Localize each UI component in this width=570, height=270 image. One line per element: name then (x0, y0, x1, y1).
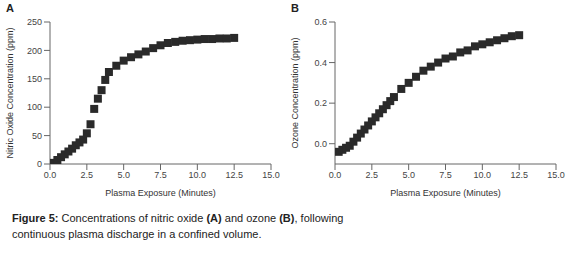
svg-text:Plasma Exposure (Minutes): Plasma Exposure (Minutes) (105, 188, 216, 198)
html-text:Figure 5: Concentrations of ni: Figure 5: Concentrations of nitric oxide… (12, 212, 344, 224)
svg-text:5.0: 5.0 (117, 170, 130, 180)
svg-text:50: 50 (32, 131, 42, 141)
html-text:continuous plasma discharge in: continuous plasma discharge in a confine… (12, 228, 262, 240)
svg-text:0.0: 0.0 (44, 170, 57, 180)
svg-text:0.2: 0.2 (314, 98, 327, 108)
svg-text:10.0: 10.0 (189, 170, 207, 180)
svg-text:150: 150 (27, 74, 42, 84)
svg-text:10.0: 10.0 (474, 170, 492, 180)
svg-text:100: 100 (27, 102, 42, 112)
svg-text:0.0: 0.0 (329, 170, 342, 180)
svg-text:5.0: 5.0 (402, 170, 415, 180)
svg-text:0.6: 0.6 (314, 17, 327, 27)
svg-text:2.5: 2.5 (81, 170, 94, 180)
svg-text:0: 0 (37, 159, 42, 169)
svg-text:Ozone Concentration (ppm): Ozone Concentration (ppm) (290, 37, 300, 148)
svg-text:15.0: 15.0 (262, 170, 280, 180)
svg-text:0.0: 0.0 (314, 139, 327, 149)
svg-text:0.4: 0.4 (314, 58, 327, 68)
svg-text:200: 200 (27, 46, 42, 56)
svg-text:250: 250 (27, 17, 42, 27)
svg-text:15.0: 15.0 (547, 170, 562, 180)
svg-text:7.5: 7.5 (154, 170, 167, 180)
svg-text:7.5: 7.5 (439, 170, 452, 180)
svg-text:2.5: 2.5 (366, 170, 379, 180)
svg-text:Nitric Oxide Concentration (pp: Nitric Oxide Concentration (ppm) (8, 27, 15, 158)
html-text:A: A (6, 2, 14, 14)
svg-text:12.5: 12.5 (225, 170, 243, 180)
html-text:B: B (291, 2, 299, 14)
svg-text:12.5: 12.5 (510, 170, 528, 180)
svg-text:Plasma Exposure (Minutes): Plasma Exposure (Minutes) (390, 188, 501, 198)
